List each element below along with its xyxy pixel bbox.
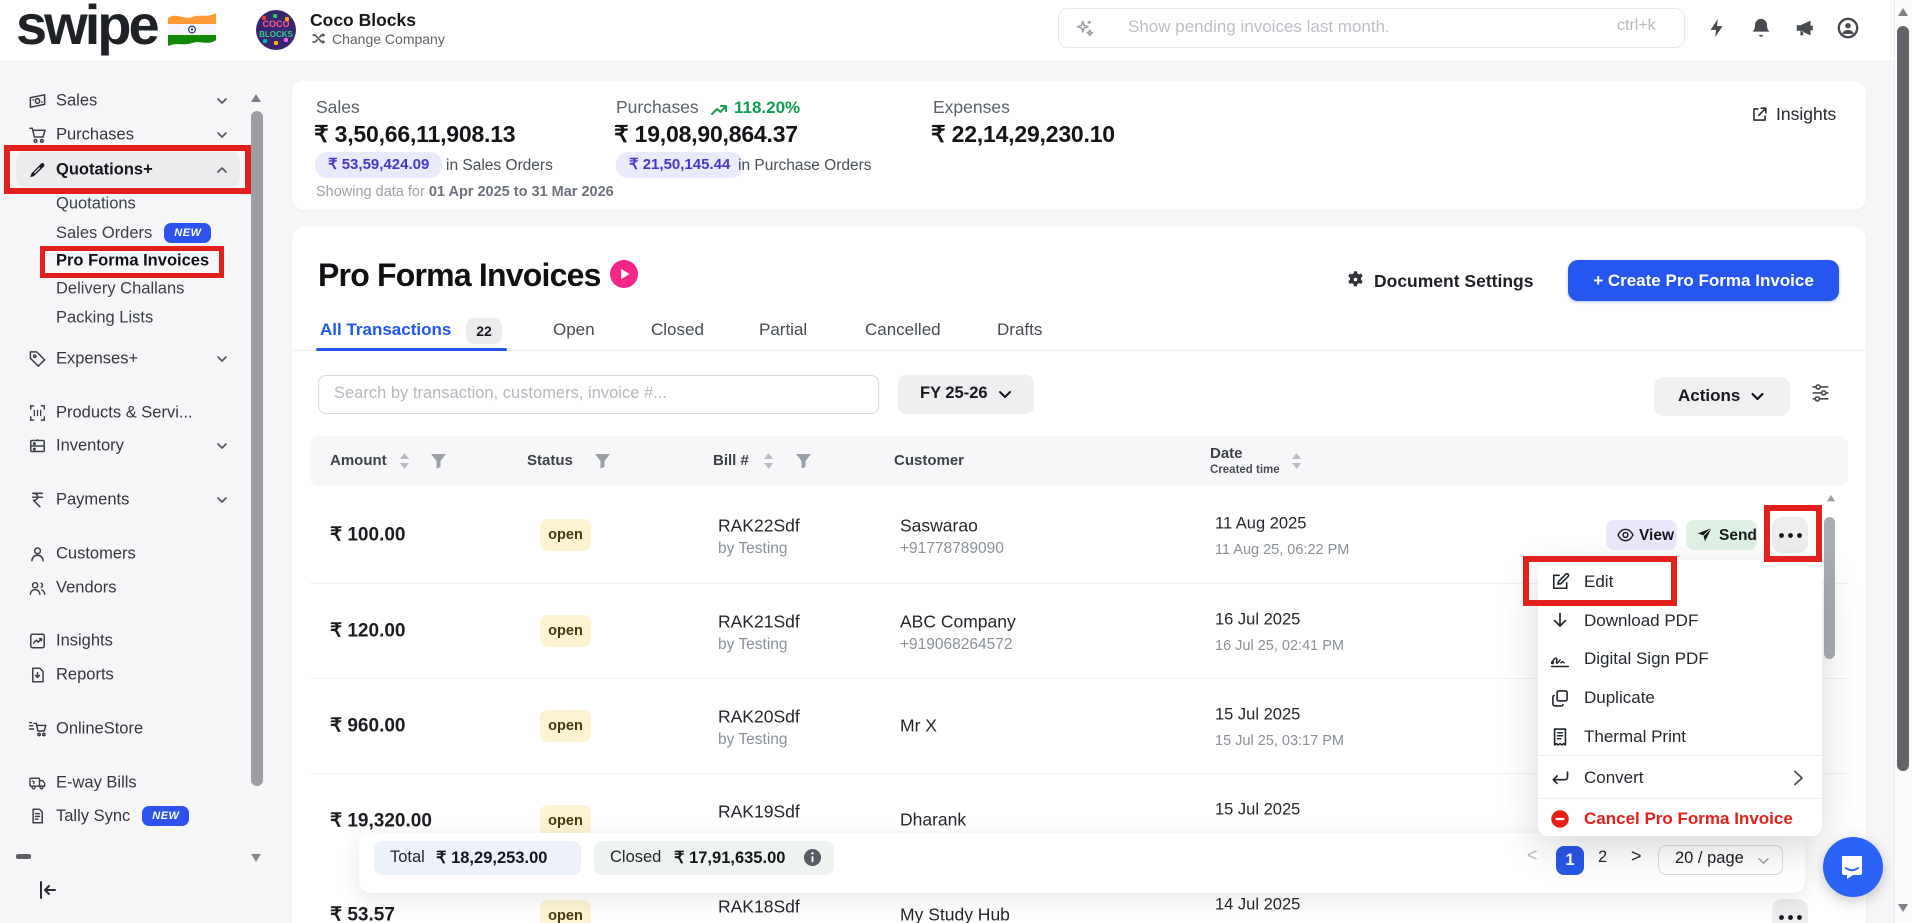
svg-text:BLOCKS: BLOCKS [259,30,293,39]
svg-text:COCO: COCO [263,19,290,29]
